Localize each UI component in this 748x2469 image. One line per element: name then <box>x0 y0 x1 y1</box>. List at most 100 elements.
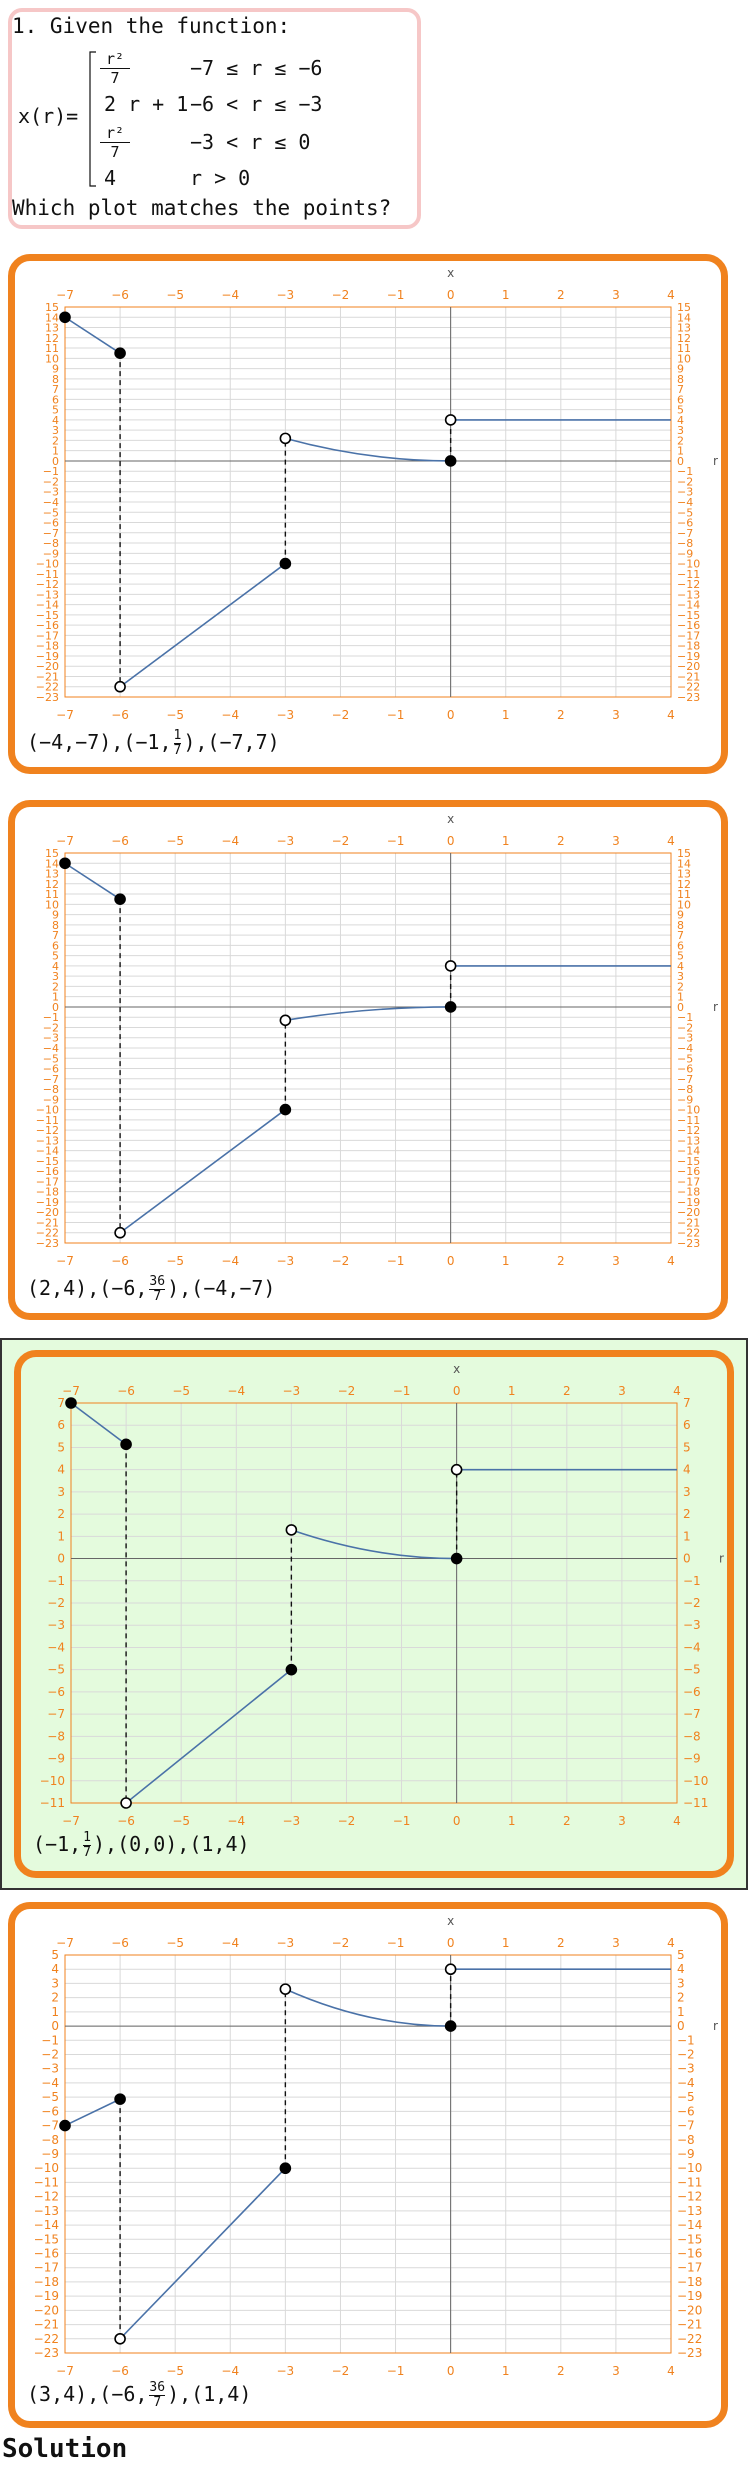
x-tick-label-bottom: 2 <box>557 1254 565 1268</box>
x-tick-label-bottom: 3 <box>612 708 620 722</box>
option-3-card[interactable]: −7 −7 −6 −6 −5 −5 −4 −4 −3 −3 −2 −2 −1 −1 0 0 1 1 2 2 3 3 4 4 7 7… <box>14 1350 734 1878</box>
y-tick-label-left: 2 <box>52 980 59 993</box>
y-tick-label-left: −15 <box>36 609 59 622</box>
x-tick-label-bottom: 0 <box>447 708 455 722</box>
piece-1-expr: r² 7 <box>100 50 130 87</box>
y-tick-label-right: −15 <box>677 609 700 622</box>
y-tick-label-right: −13 <box>677 588 700 601</box>
y-tick-label-left: −7 <box>41 2119 59 2133</box>
series-segment <box>64 2098 121 2127</box>
option-2-card[interactable]: −7 −7 −6 −6 −5 −5 −4 −4 −3 −3 −2 −2 −1 −1 0 0 1 1 2 2 3 3 4 4 15… <box>8 800 728 1320</box>
x-tick-label-top: 3 <box>612 288 620 302</box>
y-tick-label-right: −12 <box>677 2190 702 2204</box>
y-tick-label-right: −1 <box>677 2033 695 2047</box>
y-tick-label-right: 3 <box>677 424 684 437</box>
y-tick-label-right: −16 <box>677 2247 702 2261</box>
closed-point <box>285 1663 298 1676</box>
y-tick-label-right: −4 <box>677 2076 695 2090</box>
y-tick-label-right: −11 <box>677 1114 700 1127</box>
y-tick-label-left: −1 <box>41 2033 59 2047</box>
y-tick-label-left: 0 <box>51 2019 59 2033</box>
y-tick-label-right: 5 <box>677 404 684 417</box>
y-tick-label-left: 4 <box>51 1962 59 1976</box>
y-tick-label-right: −7 <box>683 1707 701 1721</box>
y-tick-label-right: −1 <box>677 465 693 478</box>
y-tick-label-right: −2 <box>683 1596 701 1610</box>
y-tick-label-right: −22 <box>677 681 700 694</box>
y-tick-label-left: −10 <box>36 1104 59 1117</box>
y-tick-label-right: −15 <box>677 2232 702 2246</box>
x-tick-label-top: 3 <box>612 1936 620 1950</box>
open-point <box>114 2332 126 2345</box>
y-tick-label-left: 2 <box>51 1991 59 2005</box>
y-tick-label-right: 10 <box>677 898 691 911</box>
closed-point <box>59 2119 71 2132</box>
x-tick-label-bottom: −3 <box>283 1814 301 1828</box>
y-tick-label-left: 4 <box>57 1463 65 1477</box>
x-tick-label-top: −5 <box>166 288 184 302</box>
option-1-card[interactable]: −7 −7 −6 −6 −5 −5 −4 −4 −3 −3 −2 −2 −1 −1 0 0 1 1 2 2 3 3 4 4 15… <box>8 254 728 774</box>
y-tick-label-left: −12 <box>36 1124 59 1137</box>
option-4-card[interactable]: −7 −7 −6 −6 −5 −5 −4 −4 −3 −3 −2 −2 −1 −1 0 0 1 1 2 2 3 3 4 4 5 5… <box>8 1902 728 2428</box>
closed-point <box>114 347 126 359</box>
y-tick-label-right: −8 <box>683 1729 701 1743</box>
y-tick-label-left: −12 <box>34 2190 59 2204</box>
piecewise-brace <box>89 51 96 187</box>
open-point <box>279 1014 292 1027</box>
y-tick-label-right: 4 <box>677 414 684 427</box>
solution-label: Solution <box>2 2434 128 2464</box>
open-point <box>114 1226 126 1239</box>
piece-2-expr: 2 r + 1 <box>104 92 189 116</box>
x-tick-label-bottom: −3 <box>277 1254 295 1268</box>
y-tick-label-right: −10 <box>683 1774 708 1788</box>
closed-point <box>114 2093 126 2105</box>
plot-frame <box>70 1402 678 1804</box>
x-tick-label-bottom: 3 <box>612 2364 620 2378</box>
y-tick-label-left: 14 <box>45 857 59 870</box>
x-tick-label-top: −7 <box>56 288 74 302</box>
y-tick-label-left: −11 <box>40 1796 65 1810</box>
y-tick-label-right: 12 <box>677 878 691 891</box>
y-tick-label-left: 13 <box>45 322 59 335</box>
y-tick-label-right: 15 <box>677 847 691 860</box>
y-tick-label-left: 11 <box>45 342 59 355</box>
function-name: x(r)= <box>18 104 79 128</box>
y-tick-label-left: −12 <box>36 578 59 591</box>
x-tick-label-bottom: −4 <box>221 2364 239 2378</box>
y-tick-label-left: 11 <box>45 888 59 901</box>
closed-point <box>279 1103 292 1116</box>
x-tick-label-bottom: −2 <box>338 1814 356 1828</box>
y-tick-label-right: −18 <box>677 1186 700 1199</box>
y-tick-label-right: −12 <box>677 578 700 591</box>
y-tick-label-left: 6 <box>57 1418 65 1432</box>
piece-2-cond: −6 < r ≤ −3 <box>190 92 323 116</box>
y-tick-label-right: 0 <box>677 455 684 468</box>
x-tick-label-bottom: 1 <box>502 708 510 722</box>
y-tick-label-left: −8 <box>43 1083 59 1096</box>
x-tick-label-top: −7 <box>56 834 74 848</box>
open-point <box>120 1797 132 1809</box>
closed-point <box>444 1001 457 1013</box>
y-tick-label-left: −2 <box>41 2048 59 2062</box>
y-tick-label-right: −17 <box>677 1175 700 1188</box>
question-title: 1. Given the function: <box>12 14 291 38</box>
closed-point <box>120 1438 132 1451</box>
y-tick-label-right: −8 <box>677 1083 693 1096</box>
y-tick-label-right: 2 <box>677 434 684 447</box>
y-axis-title: r <box>719 1552 724 1566</box>
y-tick-label-right: 8 <box>677 919 684 932</box>
open-point <box>444 414 457 426</box>
x-tick-label-bottom: 4 <box>667 2364 675 2378</box>
y-tick-label-right: −3 <box>677 486 693 499</box>
y-tick-label-left: −3 <box>41 2062 59 2076</box>
y-tick-label-left: −7 <box>43 527 59 540</box>
y-tick-label-left: −14 <box>34 2218 59 2232</box>
y-tick-label-right: −9 <box>677 547 693 560</box>
y-tick-label-left: −8 <box>43 537 59 550</box>
y-tick-label-right: 6 <box>677 939 684 952</box>
y-tick-label-left: −14 <box>36 599 59 612</box>
closed-point <box>65 1397 77 1409</box>
y-tick-label-right: 14 <box>677 311 691 324</box>
y-tick-label-right: 3 <box>677 1976 685 1990</box>
y-tick-label-left: 8 <box>52 919 59 932</box>
